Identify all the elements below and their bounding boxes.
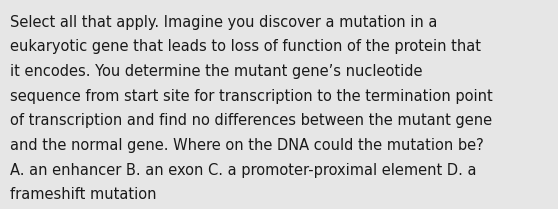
Text: of transcription and find no differences between the mutant gene: of transcription and find no differences… bbox=[10, 113, 492, 128]
Text: Select all that apply. Imagine you discover a mutation in a: Select all that apply. Imagine you disco… bbox=[10, 15, 437, 30]
Text: frameshift mutation: frameshift mutation bbox=[10, 187, 157, 202]
Text: it encodes. You determine the mutant gene’s nucleotide: it encodes. You determine the mutant gen… bbox=[10, 64, 422, 79]
Text: eukaryotic gene that leads to loss of function of the protein that: eukaryotic gene that leads to loss of fu… bbox=[10, 39, 481, 54]
Text: sequence from start site for transcription to the termination point: sequence from start site for transcripti… bbox=[10, 89, 493, 104]
Text: A. an enhancer B. an exon C. a promoter-proximal element D. a: A. an enhancer B. an exon C. a promoter-… bbox=[10, 163, 477, 178]
Text: and the normal gene. Where on the DNA could the mutation be?: and the normal gene. Where on the DNA co… bbox=[10, 138, 484, 153]
